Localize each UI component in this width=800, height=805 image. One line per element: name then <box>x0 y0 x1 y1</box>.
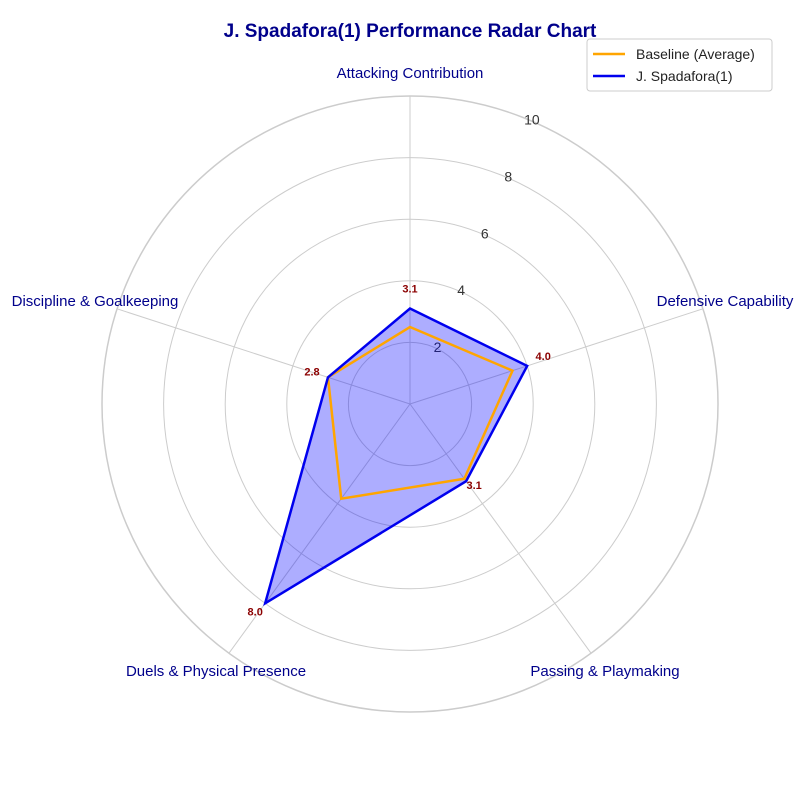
series-line-1 <box>263 307 529 607</box>
value-label-3: 8.0 <box>248 606 263 618</box>
spoke-2 <box>409 403 592 654</box>
value-label-0: 3.1 <box>402 284 417 296</box>
radar-labels: Attacking Contribution Defensive Capabili… <box>12 65 794 680</box>
tick-label-10: 10 <box>524 111 540 127</box>
tick-label-6: 6 <box>481 225 489 241</box>
radar-series <box>263 307 529 607</box>
axis-label-0: Attacking Contribution <box>337 65 484 82</box>
spoke-3 <box>228 403 411 654</box>
legend-label-player: J. Spadafora(1) <box>636 68 733 84</box>
axis-label-2: Passing & Playmaking <box>530 663 679 680</box>
value-label-4: 2.8 <box>304 366 319 378</box>
spoke-4 <box>116 308 411 405</box>
value-label-2: 3.1 <box>466 480 481 492</box>
legend-box <box>586 38 773 92</box>
legend: Baseline (Average) J. Spadafora(1) <box>586 38 773 92</box>
radar-grid: 2 4 6 8 10 <box>101 95 719 713</box>
axis-label-3: Duels & Physical Presence <box>126 663 306 680</box>
value-label-1: 4.0 <box>536 351 551 363</box>
tick-label-4: 4 <box>457 282 465 298</box>
axis-label-1: Defensive Capability <box>657 293 794 310</box>
axis-label-4: Discipline & Goalkeeping <box>12 293 179 310</box>
chart-title: J. Spadafora(1) Performance Radar Chart <box>224 21 597 42</box>
legend-label-baseline: Baseline (Average) <box>636 46 755 62</box>
spoke-1 <box>409 308 704 405</box>
series-fill-1 <box>265 308 528 604</box>
series-line-0 <box>326 325 515 501</box>
tick-label-2: 2 <box>434 339 442 355</box>
tick-label-8: 8 <box>504 168 512 184</box>
